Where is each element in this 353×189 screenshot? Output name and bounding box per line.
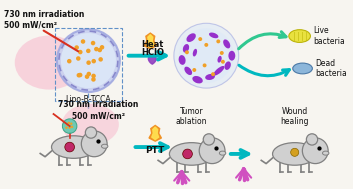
Ellipse shape [179,55,186,65]
Text: 730 nm irradiation
500 mW/cm²: 730 nm irradiation 500 mW/cm² [4,9,84,30]
Ellipse shape [217,56,222,63]
Text: Tumor
ablation: Tumor ablation [176,107,207,126]
Circle shape [86,72,91,76]
Circle shape [221,60,225,64]
Circle shape [81,39,85,44]
Text: PTT: PTT [145,146,165,155]
Circle shape [192,68,196,72]
Polygon shape [148,57,156,64]
Circle shape [183,149,192,159]
Circle shape [91,77,96,82]
Circle shape [179,28,234,83]
Circle shape [71,126,73,128]
Circle shape [91,74,96,78]
Circle shape [291,148,299,156]
Ellipse shape [214,66,225,76]
Ellipse shape [169,143,214,165]
Ellipse shape [186,33,196,42]
Ellipse shape [223,40,230,48]
Ellipse shape [184,67,192,75]
Circle shape [76,56,80,61]
Circle shape [185,50,189,54]
Circle shape [85,74,89,79]
Circle shape [98,57,103,62]
Ellipse shape [219,151,226,155]
Ellipse shape [101,144,108,148]
Circle shape [57,29,120,92]
Circle shape [68,122,70,124]
Circle shape [65,142,74,152]
Circle shape [66,123,68,126]
Text: Live
bacteria: Live bacteria [313,26,345,46]
Ellipse shape [52,136,96,158]
Circle shape [204,43,208,47]
Circle shape [303,138,328,164]
Ellipse shape [323,151,329,155]
Ellipse shape [205,74,215,80]
Circle shape [68,126,71,129]
Ellipse shape [193,49,197,57]
Circle shape [220,51,224,55]
Circle shape [86,49,90,53]
Circle shape [91,41,95,45]
Circle shape [78,50,83,54]
Circle shape [61,33,116,88]
Circle shape [77,73,81,77]
Circle shape [85,127,97,138]
Text: Heat: Heat [141,40,163,49]
Text: Lipo-B-TCCA: Lipo-B-TCCA [66,95,111,104]
Ellipse shape [228,51,235,61]
Circle shape [65,126,68,129]
Text: Wound
healing: Wound healing [280,107,309,126]
Ellipse shape [15,36,84,90]
Circle shape [81,131,107,157]
Text: 730 nm irradiation
500 mW/cm²: 730 nm irradiation 500 mW/cm² [58,100,138,120]
Ellipse shape [289,30,310,43]
Circle shape [86,60,91,65]
Text: HClO: HClO [141,48,164,57]
Circle shape [199,138,225,164]
Polygon shape [144,33,156,49]
Circle shape [306,134,318,145]
Polygon shape [152,127,158,140]
Polygon shape [149,125,161,141]
Ellipse shape [273,143,317,165]
Circle shape [174,23,239,88]
Circle shape [74,45,79,50]
Circle shape [62,119,77,133]
Ellipse shape [293,63,312,74]
Circle shape [211,72,215,76]
Circle shape [216,40,220,43]
Circle shape [67,59,72,64]
Circle shape [198,37,202,41]
Ellipse shape [62,104,119,145]
Circle shape [91,59,96,64]
Circle shape [203,63,207,67]
Polygon shape [147,35,154,47]
Ellipse shape [225,61,231,70]
Circle shape [94,47,98,51]
Circle shape [70,122,72,125]
Circle shape [100,45,104,50]
Circle shape [97,48,102,52]
Ellipse shape [183,44,189,53]
Circle shape [203,134,215,145]
Circle shape [78,73,83,77]
Ellipse shape [192,76,203,83]
Text: Dead
bacteria: Dead bacteria [315,59,347,78]
Ellipse shape [209,33,219,38]
